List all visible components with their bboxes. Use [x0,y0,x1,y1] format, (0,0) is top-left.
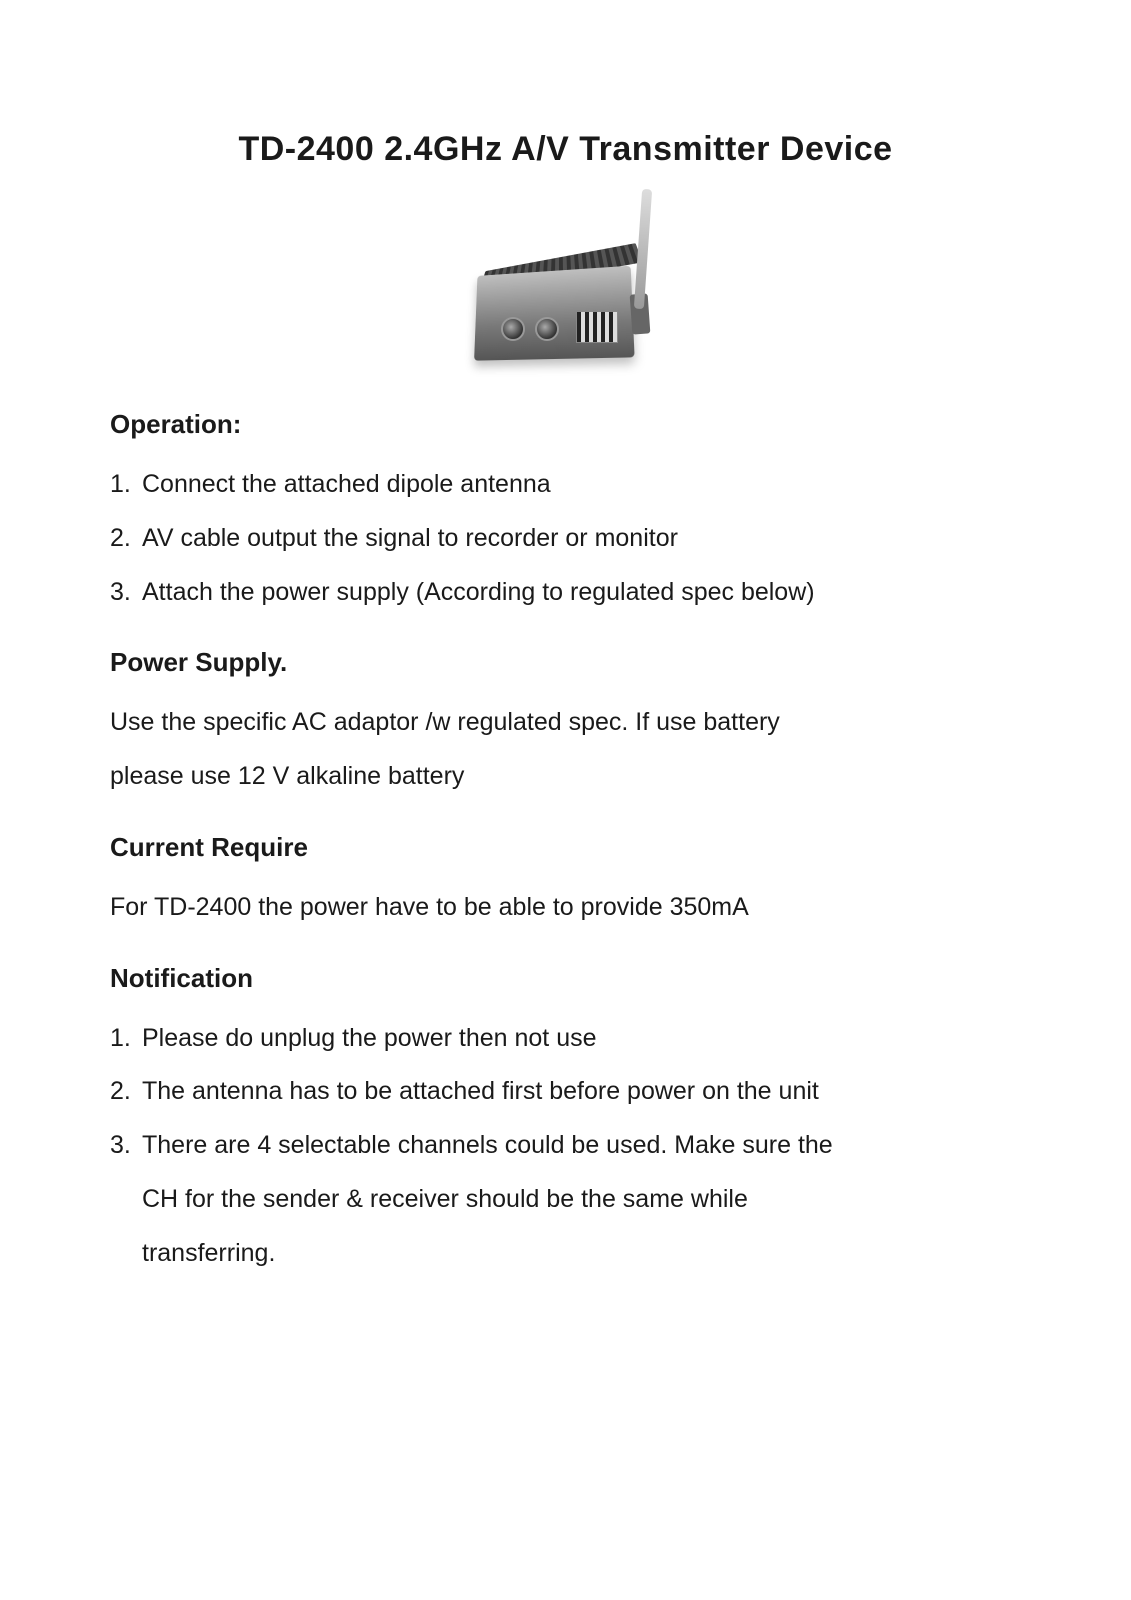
list-text: The antenna has to be attached first bef… [142,1065,819,1119]
rca-port-icon [535,317,559,341]
list-number: 1. [110,458,142,512]
list-item: 2. AV cable output the signal to recorde… [110,512,1021,566]
page-title: TD-2400 2.4GHz A/V Transmitter Device [110,130,1021,169]
heading-current-require: Current Require [110,832,1021,863]
list-item: 1. Please do unplug the power then not u… [110,1012,1021,1066]
list-item: 2. The antenna has to be attached first … [110,1065,1021,1119]
list-text-continuation: transferring. [142,1227,275,1281]
product-image [421,199,711,379]
heading-operation: Operation: [110,409,1021,440]
list-number: 3. [110,1119,142,1173]
operation-list: 1. Connect the attached dipole antenna 2… [110,458,1021,619]
list-item: 3. Attach the power supply (According to… [110,566,1021,620]
heading-notification: Notification [110,963,1021,994]
heading-power-supply: Power Supply. [110,647,1021,678]
list-number: 2. [110,512,142,566]
list-text: AV cable output the signal to recorder o… [142,512,678,566]
list-text: Please do unplug the power then not use [142,1012,597,1066]
notification-list: 1. Please do unplug the power then not u… [110,1012,1021,1281]
list-item: 1. Connect the attached dipole antenna [110,458,1021,512]
list-number: 2. [110,1065,142,1119]
list-text: Attach the power supply (According to re… [142,566,815,620]
list-text-continuation: CH for the sender & receiver should be t… [142,1173,748,1227]
list-number: 3. [110,566,142,620]
list-text: Connect the attached dipole antenna [142,458,551,512]
body-paragraph: please use 12 V alkaline battery [110,750,1021,804]
body-paragraph: Use the specific AC adaptor /w regulated… [110,696,1021,750]
body-paragraph: For TD-2400 the power have to be able to… [110,881,1021,935]
document-page: TD-2400 2.4GHz A/V Transmitter Device Op… [0,0,1131,1600]
rca-port-icon [501,317,525,341]
list-text: There are 4 selectable channels could be… [142,1119,833,1173]
list-number: 1. [110,1012,142,1066]
dip-switch-icon [576,311,618,343]
list-item: 3. There are 4 selectable channels could… [110,1119,1021,1280]
